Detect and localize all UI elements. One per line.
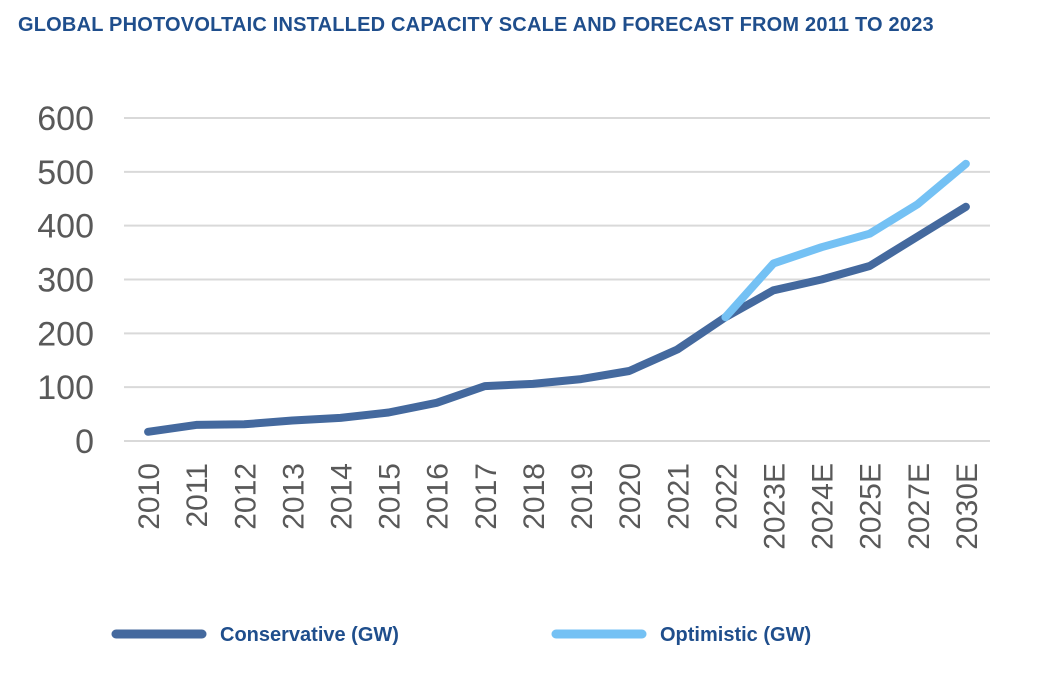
x-tick-label: 2021: [662, 463, 695, 530]
x-tick-label: 2030E: [951, 463, 984, 550]
x-tick-label: 2012: [229, 463, 262, 530]
legend-label: Optimistic (GW): [660, 624, 811, 646]
legend-label: Conservative (GW): [220, 624, 399, 646]
legend: Conservative (GW) Optimistic (GW): [111, 624, 811, 646]
x-tick-label: 2020: [614, 463, 647, 530]
x-tick-label: 2019: [566, 463, 599, 530]
chart-title: GLOBAL PHOTOVOLTAIC INSTALLED CAPACITY S…: [18, 14, 934, 36]
y-tick-label: 100: [37, 369, 94, 407]
y-tick-label: 300: [37, 262, 94, 300]
x-tick-label: 2011: [181, 463, 214, 528]
series-lines: [144, 159, 970, 436]
y-tick-label: 0: [75, 423, 94, 461]
x-tick-label: 2014: [326, 463, 359, 530]
x-tick-label: 2027E: [903, 463, 936, 550]
x-tick-label: 2024E: [807, 463, 840, 550]
y-tick-label: 400: [37, 208, 94, 246]
y-tick-label: 600: [37, 100, 94, 138]
x-tick-label: 2023E: [759, 463, 792, 550]
y-axis: 0 100 200 300 400 500 600: [37, 100, 94, 461]
x-axis: 2010 2011 2012 2013 2014 2015 2016 2017 2018 2019…: [133, 463, 984, 550]
x-tick-label: 2010: [133, 463, 166, 530]
x-tick-label: 2022: [710, 463, 743, 530]
x-tick-label: 2018: [518, 463, 551, 530]
series-line-optimistic: [721, 159, 970, 322]
x-tick-label: 2015: [374, 463, 407, 530]
x-tick-label: 2013: [277, 463, 310, 530]
y-tick-label: 200: [37, 315, 94, 353]
y-tick-label: 500: [37, 154, 94, 192]
x-tick-label: 2025E: [855, 463, 888, 550]
x-tick-label: 2017: [470, 463, 503, 530]
gridlines: [124, 117, 990, 442]
series-line-conservative: [144, 202, 970, 436]
x-tick-label: 2016: [422, 463, 455, 530]
